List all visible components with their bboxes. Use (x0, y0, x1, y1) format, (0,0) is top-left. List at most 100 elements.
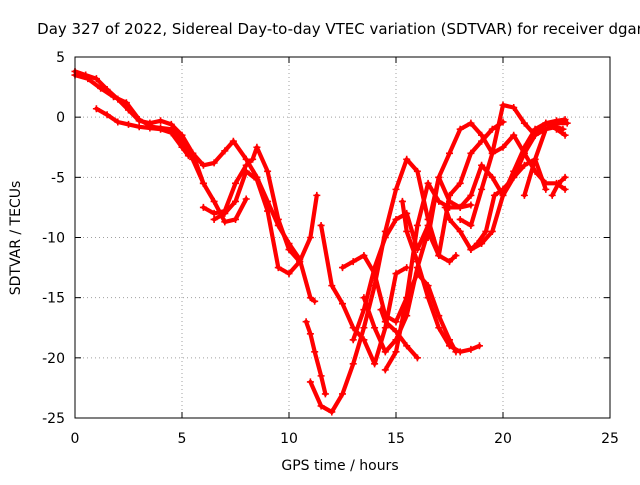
data-point (467, 149, 475, 157)
data-point (499, 143, 507, 151)
data-point (446, 342, 453, 350)
data-point (424, 234, 432, 241)
data-point (456, 227, 464, 235)
data-point (360, 294, 368, 302)
series-arc-14 (381, 179, 475, 374)
y-tick-label: -15 (42, 291, 65, 307)
data-point (210, 209, 218, 217)
data-point (413, 167, 421, 175)
data-point (349, 258, 357, 266)
data-point (561, 173, 569, 181)
data-point (520, 191, 528, 199)
data-point (478, 161, 486, 169)
data-point (199, 161, 207, 169)
data-point (531, 155, 539, 163)
data-point (456, 125, 464, 133)
data-point (232, 215, 239, 223)
series-arc-21 (548, 173, 569, 199)
data-point (510, 167, 518, 175)
series-line (72, 73, 206, 186)
series-line (340, 253, 458, 354)
data-point (499, 185, 507, 193)
data-point (531, 125, 539, 133)
data-point (146, 124, 154, 132)
y-tick-label: -5 (51, 170, 65, 186)
data-point (242, 161, 250, 169)
x-tick-labels: 0 5 10 15 20 25 (71, 431, 619, 447)
data-point (274, 264, 282, 272)
data-point (306, 294, 314, 302)
data-point (478, 185, 486, 193)
data-point (210, 197, 218, 205)
data-point (285, 270, 293, 278)
data-point (413, 354, 421, 362)
series-group (71, 67, 571, 416)
data-point (488, 173, 496, 181)
data-point (456, 348, 464, 356)
data-point (317, 372, 325, 380)
data-point (221, 147, 229, 155)
series-line (361, 119, 506, 354)
x-tick-label: 5 (178, 431, 187, 447)
data-point (488, 149, 496, 157)
data-point (475, 342, 483, 350)
y-tick-label: 5 (56, 50, 65, 66)
data-point (371, 264, 379, 272)
data-point (317, 221, 325, 229)
data-point (392, 215, 400, 223)
data-point (328, 408, 336, 416)
data-point (103, 111, 111, 119)
series-arc-7 (302, 318, 329, 398)
data-point (122, 99, 130, 107)
data-point (542, 125, 550, 133)
data-point (435, 173, 443, 181)
data-point (435, 324, 443, 332)
data-point (381, 366, 389, 374)
data-point (482, 227, 490, 235)
y-axis-label: SDTVAR / TECUs (8, 181, 24, 296)
data-point (157, 117, 165, 125)
data-point (499, 191, 507, 199)
chart-title: Day 327 of 2022, Sidereal Day-to-day VTE… (37, 20, 640, 38)
data-point (381, 348, 389, 356)
data-point (398, 197, 406, 205)
data-point (242, 167, 250, 175)
data-point (446, 149, 453, 157)
data-point (184, 152, 192, 160)
data-point (311, 348, 319, 356)
data-point (467, 345, 475, 353)
data-point (306, 378, 314, 386)
data-point (371, 324, 379, 332)
data-point (413, 221, 421, 229)
data-point (553, 123, 560, 131)
data-point (264, 207, 272, 215)
data-point (555, 179, 563, 187)
data-point (452, 252, 460, 260)
data-point (392, 318, 400, 326)
y-tick-label: -10 (42, 231, 65, 247)
data-point (424, 294, 432, 302)
data-point (242, 155, 250, 163)
data-point (371, 360, 379, 368)
data-point (178, 143, 186, 151)
data-point (264, 167, 272, 175)
data-point (531, 131, 539, 139)
data-point (403, 155, 411, 163)
data-point (92, 105, 100, 113)
data-point (328, 282, 336, 290)
series-line (190, 139, 317, 304)
y-tick-label: -25 (42, 411, 65, 427)
data-point (381, 324, 389, 332)
data-point (520, 143, 528, 151)
data-point (490, 191, 498, 199)
data-point (229, 137, 237, 145)
series-arc-20 (520, 123, 567, 199)
data-point (210, 159, 218, 167)
data-point (232, 197, 239, 205)
data-point (392, 270, 400, 278)
x-axis-label: GPS time / hours (281, 458, 398, 474)
data-point (157, 125, 165, 133)
data-point (456, 215, 464, 223)
data-point (302, 318, 310, 326)
